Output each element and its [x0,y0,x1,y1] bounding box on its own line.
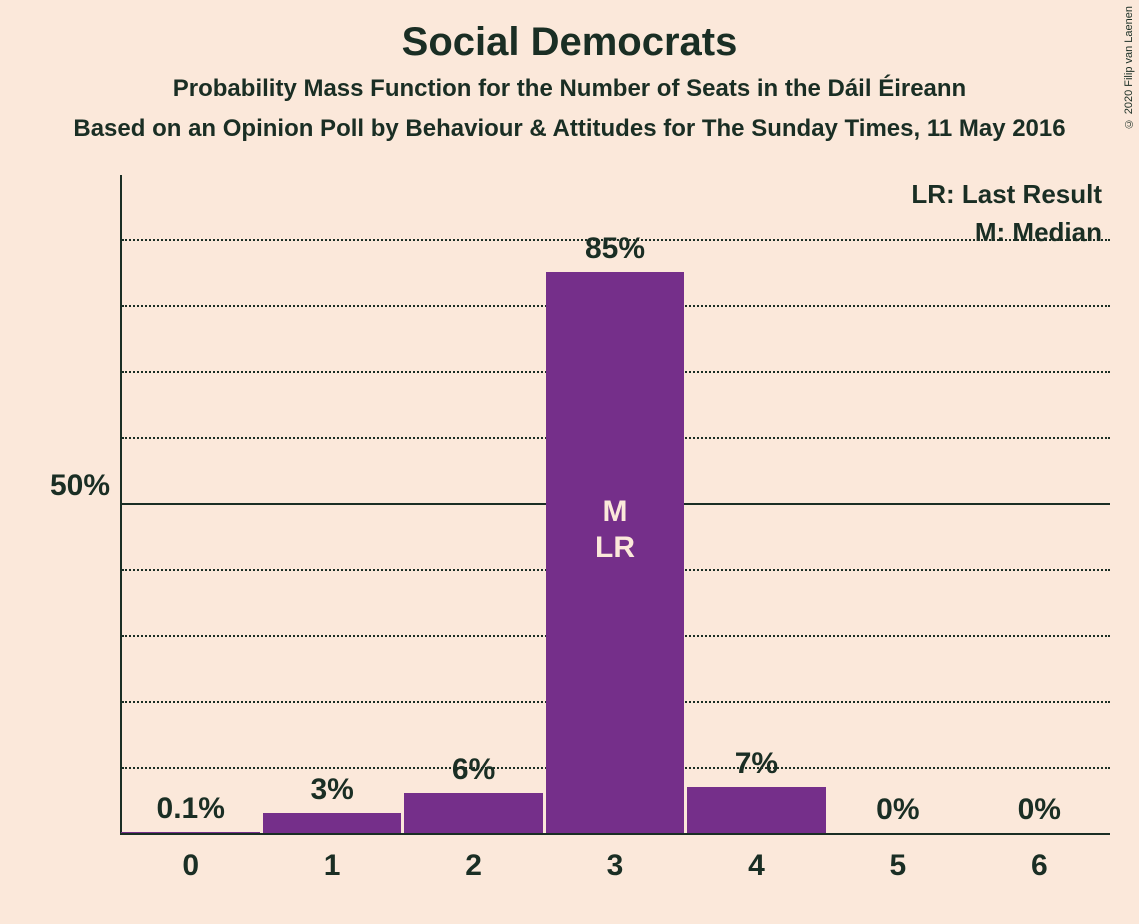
bar-value-label: 0% [876,793,919,827]
x-tick-label: 0 [182,849,199,883]
bar-annotation: MLR [595,494,635,566]
y-axis [120,175,122,835]
x-tick-label: 4 [748,849,765,883]
bar [121,832,260,833]
bar-value-label: 3% [310,773,353,807]
chart-subtitle-1: Probability Mass Function for the Number… [0,75,1139,103]
x-tick-label: 6 [1031,849,1048,883]
bar [687,787,826,833]
bar [404,793,543,833]
bar-value-label: 7% [735,747,778,781]
chart-subtitle-2: Based on an Opinion Poll by Behaviour & … [0,115,1139,143]
x-tick-label: 5 [890,849,907,883]
chart-title: Social Democrats [0,0,1139,65]
copyright-label: © 2020 Filip van Laenen [1123,6,1135,129]
bar-value-label: 6% [452,753,495,787]
legend-item: LR: Last Result [911,179,1102,210]
x-axis [120,833,1110,835]
chart-plot-area: 50%0.1%03%16%285%37%40%50%6MLRLR: Last R… [120,175,1110,835]
x-tick-label: 1 [324,849,341,883]
legend-item: M: Median [975,217,1102,248]
x-tick-label: 2 [465,849,482,883]
bar [263,813,402,833]
bar-value-label: 0.1% [157,792,225,826]
x-tick-label: 3 [607,849,624,883]
bar-value-label: 85% [585,232,645,266]
bar-value-label: 0% [1018,793,1061,827]
y-tick-label: 50% [30,469,110,503]
